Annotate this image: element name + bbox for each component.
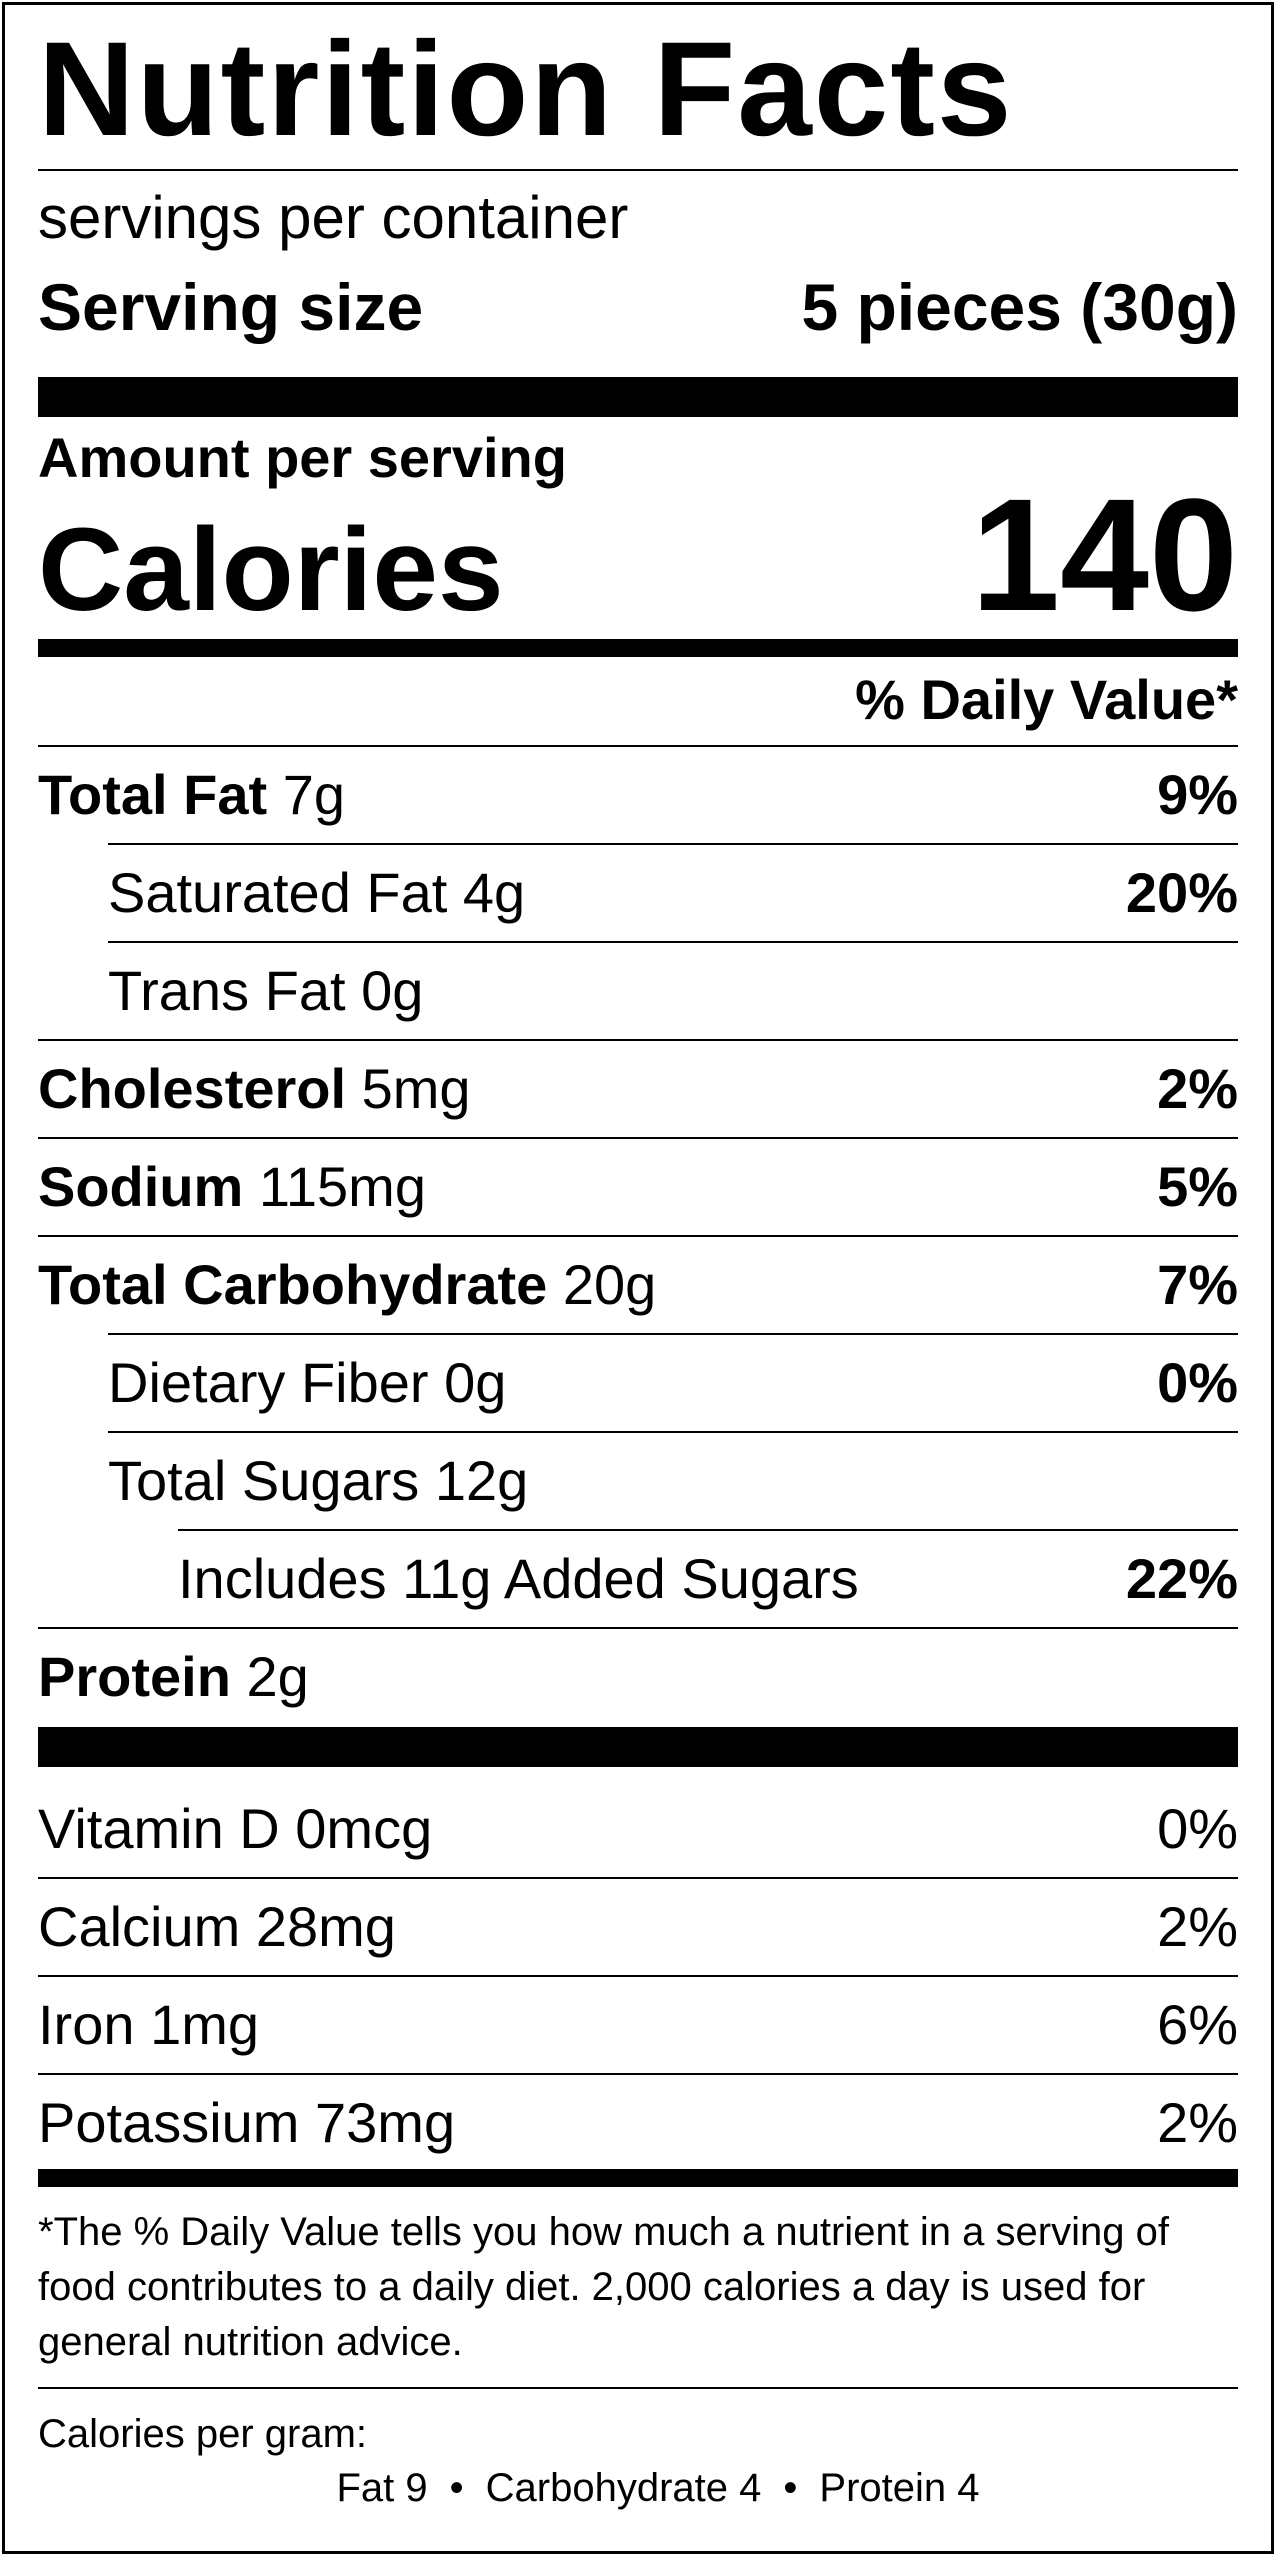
vitamin-daily-value: 6% [1157,1993,1238,2056]
calories-per-gram-fat: Fat 9 [336,2466,428,2510]
calories-per-gram-protein: Protein 4 [819,2466,980,2510]
thick-divider [38,377,1238,417]
divider [178,1529,1238,1531]
nutrient-name: Total Sugars [108,1449,420,1512]
nutrient-name: Total Carbohydrate [38,1253,548,1316]
calories-per-gram-values: Fat 9 • Carbohydrate 4 • Protein 4 [38,2463,1238,2513]
nutrient-row-dietary-fiber: Dietary Fiber 0g 0% [38,1335,1238,1431]
nutrient-amount: 5mg [361,1057,471,1120]
nutrient-row-total-fat: Total Fat 7g 9% [38,747,1238,843]
nutrient-amount: 12g [434,1449,529,1512]
vitamin-daily-value: 2% [1157,1895,1238,1958]
divider [38,1039,1238,1041]
vitamin-row-potassium: Potassium 73mg 2% [38,2075,1238,2171]
nutrient-amount: 7g [282,763,346,826]
nutrient-daily-value: 22% [1125,1547,1238,1610]
serving-size-label: Serving size [38,270,424,344]
nutrient-row-total-sugars: Total Sugars 12g [38,1433,1238,1529]
bullet-separator: • [449,2466,464,2510]
vitamin-amount: 73mg [315,2091,456,2154]
nutrient-amount: 0g [444,1351,507,1414]
vitamin-list: Vitamin D 0mcg 0% Calcium 28mg 2% Iron 1… [38,1781,1238,2171]
divider [38,1137,1238,1139]
divider [38,745,1238,747]
bullet-separator: • [783,2466,798,2510]
nutrient-amount: 2g [246,1645,309,1708]
nutrient-list: Total Fat 7g 9% Saturated Fat 4g 20% Tra… [38,745,1238,1725]
nutrient-name: Trans Fat [108,959,346,1022]
divider [108,1431,1238,1433]
vitamin-row-iron: Iron 1mg 6% [38,1977,1238,2073]
nutrient-row-protein: Protein 2g [38,1629,1238,1725]
daily-value-footnote: *The % Daily Value tells you how much a … [38,2210,1169,2364]
nutrient-daily-value: 20% [1125,861,1238,924]
calories-row: Calories 140 [38,475,1238,650]
nutrient-row-trans-fat: Trans Fat 0g [38,943,1238,1039]
nutrient-amount: 115mg [258,1155,426,1218]
medium-divider [38,639,1238,657]
nutrient-name: Saturated Fat [108,861,448,924]
divider [38,1627,1238,1629]
calories-per-gram-title: Calories per gram: [38,2412,368,2456]
divider [108,843,1238,845]
nutrient-name: Includes 11g Added Sugars [178,1547,859,1610]
nutrient-daily-value: 7% [1157,1253,1238,1316]
amount-per-serving: Amount per serving [38,426,567,489]
vitamin-amount: 28mg [255,1895,396,1958]
divider [38,2073,1238,2075]
nutrient-amount: 0g [361,959,424,1022]
vitamin-amount: 1mg [150,1993,259,2056]
divider [38,2387,1238,2389]
nutrient-row-sodium: Sodium 115mg 5% [38,1139,1238,1235]
vitamin-amount: 0mcg [295,1797,433,1860]
vitamin-name: Calcium [38,1895,241,1958]
nutrient-row-saturated-fat: Saturated Fat 4g 20% [38,845,1238,941]
nutrient-row-added-sugars: Includes 11g Added Sugars 22% [38,1531,1238,1627]
nutrient-row-total-carbohydrate: Total Carbohydrate 20g 7% [38,1237,1238,1333]
vitamin-daily-value: 2% [1157,2091,1238,2154]
nutrient-row-cholesterol: Cholesterol 5mg 2% [38,1041,1238,1137]
nutrient-name: Dietary Fiber [108,1351,429,1414]
calories-label: Calories [38,504,504,636]
thick-divider [38,1727,1238,1767]
divider [108,1333,1238,1335]
nutrient-amount: 20g [562,1253,657,1316]
vitamin-name: Potassium [38,2091,300,2154]
vitamin-name: Vitamin D [38,1797,280,1860]
divider [38,169,1238,171]
servings-per-container: servings per container [38,184,629,251]
divider [38,1235,1238,1237]
divider [38,1975,1238,1977]
daily-value-header: % Daily Value* [855,668,1238,731]
nutrient-amount: 4g [462,861,526,924]
serving-size-value: 5 pieces (30g) [801,270,1238,344]
nutrient-daily-value: 0% [1157,1351,1238,1414]
nutrient-daily-value: 2% [1157,1057,1238,1120]
divider [108,941,1238,943]
vitamin-row-vitamin-d: Vitamin D 0mcg 0% [38,1781,1238,1877]
calories-value: 140 [971,465,1238,644]
divider [38,1877,1238,1879]
nutrient-name: Sodium [38,1155,244,1218]
label-title: Nutrition Facts [38,15,1014,164]
nutrient-daily-value: 9% [1157,763,1238,826]
nutrient-daily-value: 5% [1157,1155,1238,1218]
vitamin-name: Iron [38,1993,135,2056]
serving-size-row: Serving size 5 pieces (30g) [38,267,1238,347]
medium-divider [38,2169,1238,2187]
vitamin-row-calcium: Calcium 28mg 2% [38,1879,1238,1975]
vitamin-daily-value: 0% [1157,1797,1238,1860]
calories-per-gram-carbohydrate: Carbohydrate 4 [485,2466,762,2510]
nutrient-name: Protein [38,1645,231,1708]
nutrient-name: Total Fat [38,763,268,826]
nutrient-name: Cholesterol [38,1057,347,1120]
